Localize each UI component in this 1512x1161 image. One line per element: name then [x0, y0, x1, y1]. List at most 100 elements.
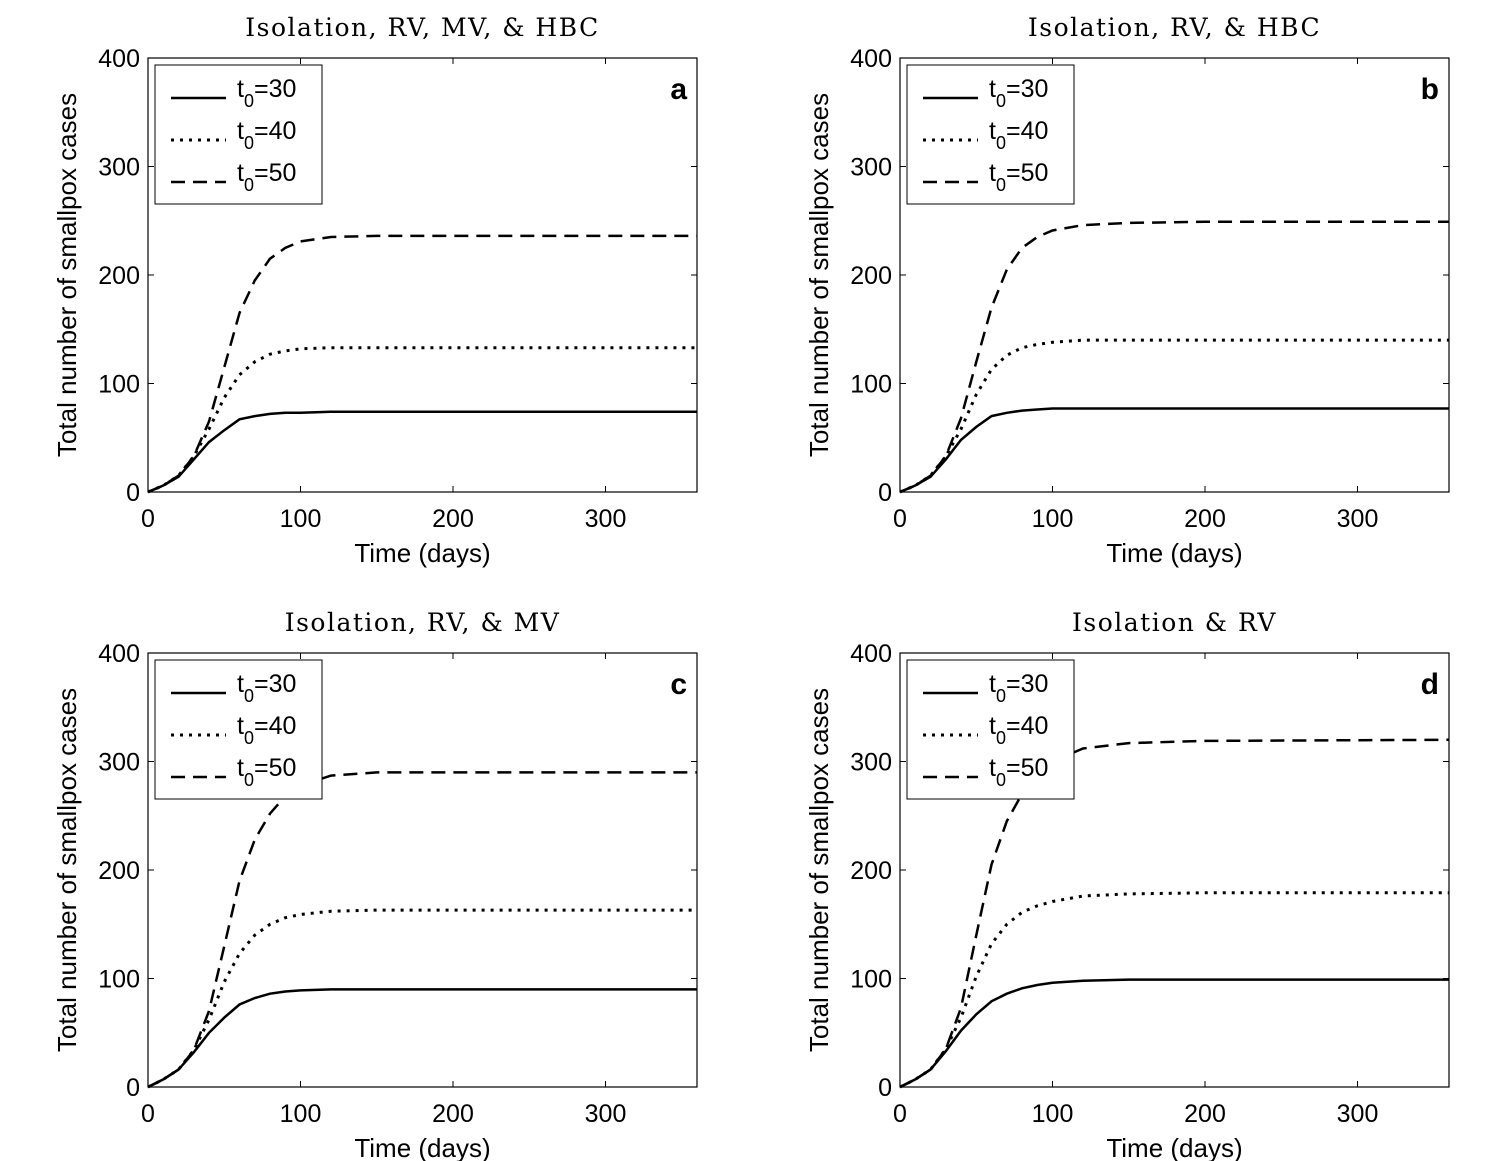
y-tick-label: 100 — [850, 371, 892, 399]
legend-entry-main: t — [237, 670, 244, 698]
y-tick-label: 200 — [850, 262, 892, 290]
panel-label: d — [1421, 668, 1439, 701]
legend-entry-rest: =30 — [254, 670, 296, 698]
legend-entry: t0=50 — [237, 159, 296, 195]
y-axis-label: Total number of smallpox cases — [804, 93, 834, 457]
legend-entry-main: t — [989, 117, 996, 145]
legend-entry-subscript: 0 — [996, 770, 1006, 790]
legend-entry: t0=40 — [237, 117, 296, 153]
y-tick-label: 300 — [850, 749, 892, 777]
y-tick-label: 300 — [98, 749, 140, 777]
x-tick-label: 300 — [1337, 1100, 1379, 1128]
legend-entry-main: t — [989, 670, 996, 698]
legend-entry-subscript: 0 — [996, 175, 1006, 195]
legend-entry-subscript: 0 — [996, 728, 1006, 748]
series-line-dashed — [899, 738, 1450, 1089]
y-axis-label: Total number of smallpox cases — [52, 93, 82, 457]
panel-d: Isolation & RV 0 100 200 300 400 0 100 200 300 Tim… — [804, 608, 1450, 1161]
panel-b: Isolation, RV, & HBC 0 100 200 300 400 0 100 200… — [804, 13, 1450, 568]
y-tick-label: 300 — [98, 154, 140, 182]
panel-title: Isolation & RV — [1072, 608, 1277, 637]
panel-title: Isolation, RV, MV, & HBC — [245, 13, 599, 42]
series-line-dotted — [899, 338, 1449, 494]
x-tick-label: 300 — [585, 1100, 627, 1128]
y-tick-label: 0 — [126, 479, 140, 507]
x-tick-label: 100 — [1032, 505, 1074, 533]
legend-entry-main: t — [989, 712, 996, 740]
series-line-dotted — [147, 908, 697, 1089]
y-tick-label: 400 — [98, 45, 140, 73]
legend-entry-rest: =40 — [254, 117, 296, 145]
legend-entry-rest: =50 — [254, 754, 296, 782]
x-tick-label: 100 — [1032, 1100, 1074, 1128]
x-tick-label: 200 — [1184, 1100, 1226, 1128]
series-line-solid — [899, 978, 1449, 1089]
y-tick-label: 200 — [98, 857, 140, 885]
y-tick-label: 100 — [98, 966, 140, 994]
legend-entry: t0=50 — [989, 159, 1048, 195]
x-tick-label: 200 — [432, 1100, 474, 1128]
legend-entry: t0=50 — [237, 754, 296, 790]
legend-entry-rest: =30 — [254, 75, 296, 103]
legend-entry-main: t — [989, 159, 996, 187]
x-tick-label: 100 — [280, 505, 322, 533]
legend-entry-rest: =30 — [1006, 75, 1048, 103]
x-tick-label: 300 — [585, 505, 627, 533]
legend-entry-rest: =50 — [1006, 159, 1048, 187]
panel-c: Isolation, RV, & MV 0 100 200 300 400 0 100 200 3… — [52, 608, 698, 1161]
legend-entry-subscript: 0 — [244, 133, 254, 153]
legend-entry-main: t — [237, 159, 244, 187]
legend-entry: t0=30 — [237, 75, 296, 111]
legend-entry-main: t — [989, 754, 996, 782]
series-line-dashed — [147, 771, 697, 1089]
legend-entry-rest: =30 — [1006, 670, 1048, 698]
y-tick-label: 400 — [850, 640, 892, 668]
legend-entry-rest: =40 — [1006, 712, 1048, 740]
legend-entry: t0=40 — [989, 117, 1048, 153]
panel-label: c — [670, 668, 687, 701]
legend-entry-subscript: 0 — [244, 175, 254, 195]
y-tick-label: 300 — [850, 154, 892, 182]
x-axis-label: Time (days) — [354, 1133, 490, 1161]
y-tick-label: 0 — [878, 1074, 892, 1102]
legend-entry-rest: =50 — [1006, 754, 1048, 782]
series-line-solid — [899, 407, 1449, 494]
series-line-dotted — [899, 891, 1449, 1089]
x-axis-label: Time (days) — [354, 538, 490, 568]
y-tick-label: 400 — [850, 45, 892, 73]
x-axis-label: Time (days) — [1106, 1133, 1242, 1161]
legend-entry: t0=30 — [989, 670, 1048, 706]
panel-a: Isolation, RV, MV, & HBC 0 100 200 300 400 0 10… — [52, 13, 698, 568]
panel-title: Isolation, RV, & MV — [285, 608, 561, 637]
x-tick-label: 0 — [141, 1100, 155, 1128]
legend-entry-subscript: 0 — [244, 728, 254, 748]
series-line-dashed — [899, 220, 1449, 494]
legend-entry-rest: =40 — [1006, 117, 1048, 145]
legend-entry: t0=30 — [237, 670, 296, 706]
legend-entry: t0=30 — [989, 75, 1048, 111]
legend-entry-subscript: 0 — [244, 770, 254, 790]
panel-label: a — [670, 73, 687, 106]
legend-entry-subscript: 0 — [244, 686, 254, 706]
y-tick-label: 200 — [98, 262, 140, 290]
x-tick-label: 300 — [1337, 505, 1379, 533]
legend-entry-main: t — [237, 117, 244, 145]
legend-entry-subscript: 0 — [244, 91, 254, 111]
legend-entry-main: t — [237, 75, 244, 103]
panel-label: b — [1421, 73, 1439, 106]
legend-entry-subscript: 0 — [996, 686, 1006, 706]
legend-entry: t0=40 — [989, 712, 1048, 748]
legend-entry-rest: =40 — [254, 712, 296, 740]
series-line-solid — [147, 410, 697, 494]
y-tick-label: 100 — [98, 371, 140, 399]
x-tick-label: 100 — [280, 1100, 322, 1128]
legend-entry-main: t — [989, 75, 996, 103]
legend-entry: t0=40 — [237, 712, 296, 748]
x-tick-label: 0 — [893, 505, 907, 533]
legend-entry-rest: =50 — [254, 159, 296, 187]
y-tick-label: 200 — [850, 857, 892, 885]
series-line-dotted — [147, 346, 697, 494]
